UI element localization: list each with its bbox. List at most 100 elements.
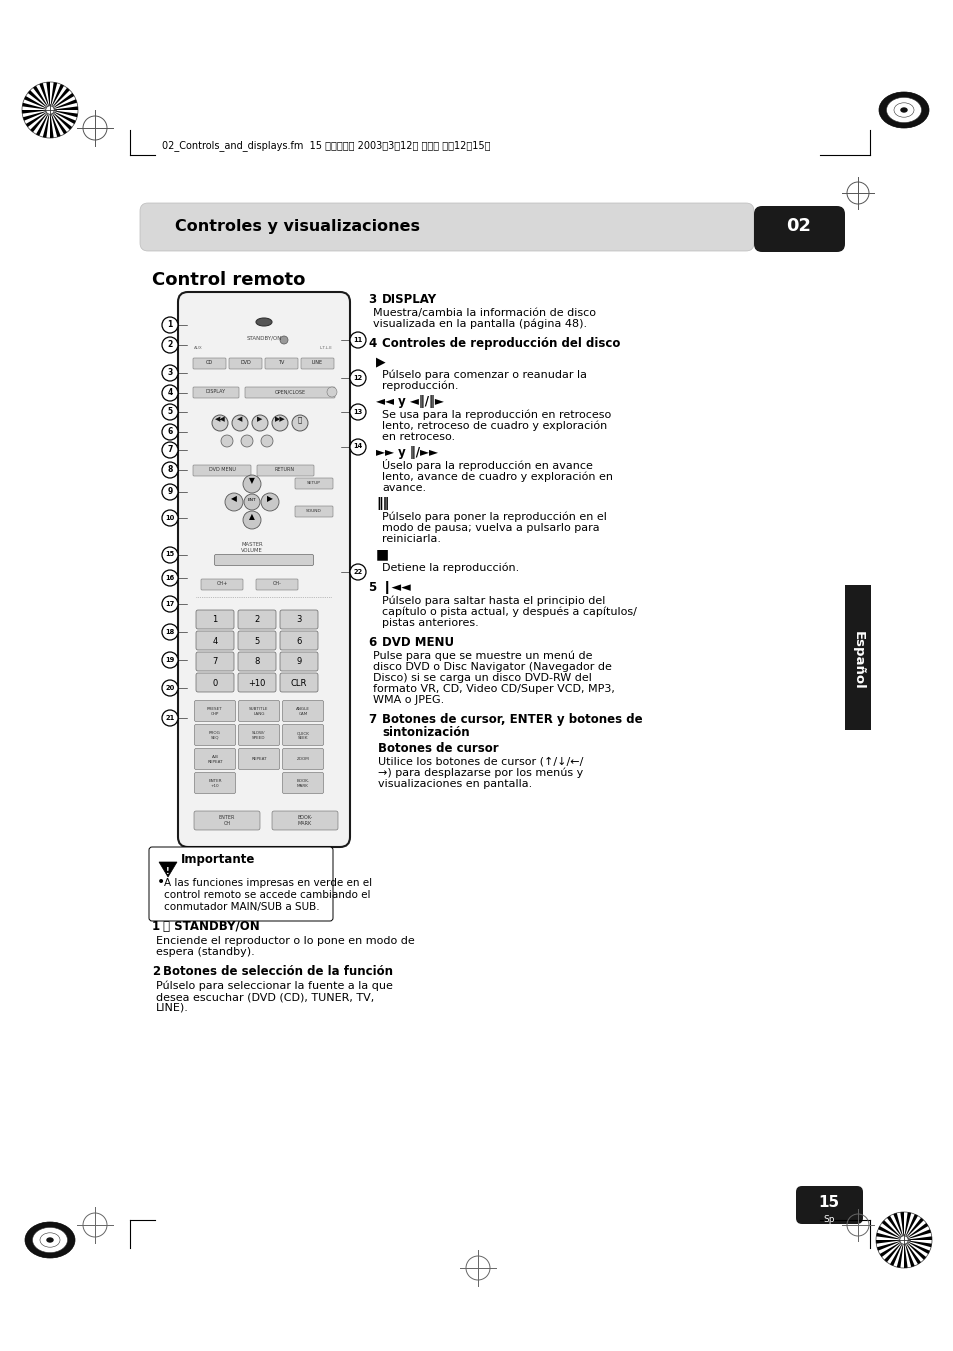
Circle shape bbox=[350, 370, 366, 386]
Polygon shape bbox=[903, 1240, 931, 1247]
Polygon shape bbox=[23, 109, 50, 120]
Circle shape bbox=[899, 1236, 907, 1244]
Text: SOUND: SOUND bbox=[306, 509, 321, 513]
Text: 7: 7 bbox=[213, 658, 217, 666]
Text: lento, retroceso de cuadro y exploración: lento, retroceso de cuadro y exploración bbox=[381, 420, 607, 431]
Circle shape bbox=[327, 386, 336, 397]
Ellipse shape bbox=[878, 92, 928, 128]
FancyBboxPatch shape bbox=[245, 386, 335, 399]
Text: 3: 3 bbox=[368, 293, 375, 305]
Text: DVD MENU: DVD MENU bbox=[209, 467, 235, 471]
Text: 5: 5 bbox=[254, 636, 259, 646]
Text: 4: 4 bbox=[213, 636, 217, 646]
Polygon shape bbox=[39, 82, 50, 109]
Text: 19: 19 bbox=[165, 657, 174, 662]
Circle shape bbox=[162, 385, 178, 401]
Text: 8: 8 bbox=[167, 465, 172, 474]
Text: Muestra/cambia la información de disco: Muestra/cambia la información de disco bbox=[373, 308, 596, 317]
Circle shape bbox=[272, 415, 288, 431]
Circle shape bbox=[221, 435, 233, 447]
Ellipse shape bbox=[46, 1238, 53, 1243]
Text: visualizada en la pantalla (página 48).: visualizada en la pantalla (página 48). bbox=[373, 319, 586, 330]
Polygon shape bbox=[903, 1240, 920, 1265]
Polygon shape bbox=[903, 1240, 914, 1267]
Polygon shape bbox=[36, 109, 50, 136]
Polygon shape bbox=[50, 109, 53, 138]
Circle shape bbox=[350, 439, 366, 455]
Text: 6: 6 bbox=[167, 427, 172, 436]
FancyBboxPatch shape bbox=[193, 386, 239, 399]
Polygon shape bbox=[886, 1216, 903, 1240]
Polygon shape bbox=[43, 109, 50, 138]
FancyBboxPatch shape bbox=[237, 611, 275, 630]
Ellipse shape bbox=[893, 103, 913, 118]
Text: Enciende el reproductor o lo pone en modo de: Enciende el reproductor o lo pone en mod… bbox=[156, 936, 415, 946]
Polygon shape bbox=[47, 82, 50, 109]
Text: ZOOM: ZOOM bbox=[296, 758, 309, 762]
Text: SUBTITLE
LANG: SUBTITLE LANG bbox=[249, 708, 269, 716]
Polygon shape bbox=[22, 109, 50, 113]
Text: L.T.L.E: L.T.L.E bbox=[319, 346, 333, 350]
FancyBboxPatch shape bbox=[237, 653, 275, 671]
Text: ◀: ◀ bbox=[237, 416, 242, 422]
Text: 3: 3 bbox=[167, 367, 172, 377]
Text: 2: 2 bbox=[254, 616, 259, 624]
FancyBboxPatch shape bbox=[237, 631, 275, 650]
Polygon shape bbox=[903, 1229, 930, 1240]
Text: TV: TV bbox=[278, 359, 284, 365]
Polygon shape bbox=[879, 1240, 903, 1256]
FancyBboxPatch shape bbox=[282, 701, 323, 721]
Text: formato VR, CD, Video CD/Super VCD, MP3,: formato VR, CD, Video CD/Super VCD, MP3, bbox=[373, 684, 615, 694]
Polygon shape bbox=[50, 109, 78, 118]
FancyBboxPatch shape bbox=[140, 203, 753, 251]
FancyBboxPatch shape bbox=[214, 554, 314, 566]
Circle shape bbox=[243, 511, 261, 530]
Polygon shape bbox=[903, 1240, 906, 1269]
Text: PROG
SEQ: PROG SEQ bbox=[209, 731, 221, 739]
Circle shape bbox=[261, 435, 273, 447]
Text: 16: 16 bbox=[165, 574, 174, 581]
Text: 02: 02 bbox=[785, 218, 811, 235]
Circle shape bbox=[162, 336, 178, 353]
Text: ⬛: ⬛ bbox=[297, 416, 302, 423]
Text: +10: +10 bbox=[248, 678, 265, 688]
Polygon shape bbox=[50, 82, 57, 109]
Circle shape bbox=[232, 415, 248, 431]
Text: 0: 0 bbox=[213, 678, 217, 688]
Circle shape bbox=[350, 332, 366, 349]
FancyBboxPatch shape bbox=[844, 585, 870, 730]
Text: REPEAT: REPEAT bbox=[251, 758, 267, 762]
Text: ▶: ▶ bbox=[267, 494, 273, 503]
Circle shape bbox=[162, 365, 178, 381]
Polygon shape bbox=[903, 1236, 931, 1240]
Text: ■: ■ bbox=[375, 547, 389, 561]
FancyBboxPatch shape bbox=[195, 653, 233, 671]
Text: Controles de reproducción del disco: Controles de reproducción del disco bbox=[381, 336, 619, 350]
Ellipse shape bbox=[900, 107, 907, 112]
FancyBboxPatch shape bbox=[282, 773, 323, 793]
Text: en retroceso.: en retroceso. bbox=[381, 432, 455, 442]
FancyBboxPatch shape bbox=[178, 292, 350, 847]
Polygon shape bbox=[876, 1240, 903, 1251]
Polygon shape bbox=[22, 103, 50, 109]
Text: ►► y ‖/►►: ►► y ‖/►► bbox=[375, 446, 437, 459]
FancyBboxPatch shape bbox=[194, 701, 235, 721]
Text: DVD MENU: DVD MENU bbox=[381, 636, 454, 648]
Text: Español: Español bbox=[851, 631, 863, 689]
Text: capítulo o pista actual, y después a capítulos/: capítulo o pista actual, y después a cap… bbox=[381, 607, 637, 617]
FancyBboxPatch shape bbox=[282, 724, 323, 746]
Ellipse shape bbox=[255, 317, 272, 326]
Text: ❙◄◄: ❙◄◄ bbox=[381, 581, 412, 594]
Text: 6: 6 bbox=[368, 636, 375, 648]
Circle shape bbox=[162, 404, 178, 420]
FancyBboxPatch shape bbox=[282, 748, 323, 770]
FancyBboxPatch shape bbox=[195, 673, 233, 692]
Circle shape bbox=[162, 317, 178, 332]
FancyBboxPatch shape bbox=[795, 1186, 862, 1224]
Text: Botones de cursor: Botones de cursor bbox=[377, 742, 498, 755]
Circle shape bbox=[162, 624, 178, 640]
Polygon shape bbox=[33, 85, 50, 109]
Text: desea escuchar (DVD (CD), TUNER, TV,: desea escuchar (DVD (CD), TUNER, TV, bbox=[156, 992, 374, 1002]
FancyBboxPatch shape bbox=[238, 701, 279, 721]
Text: Botones de cursor, ENTER y botones de: Botones de cursor, ENTER y botones de bbox=[381, 713, 642, 725]
